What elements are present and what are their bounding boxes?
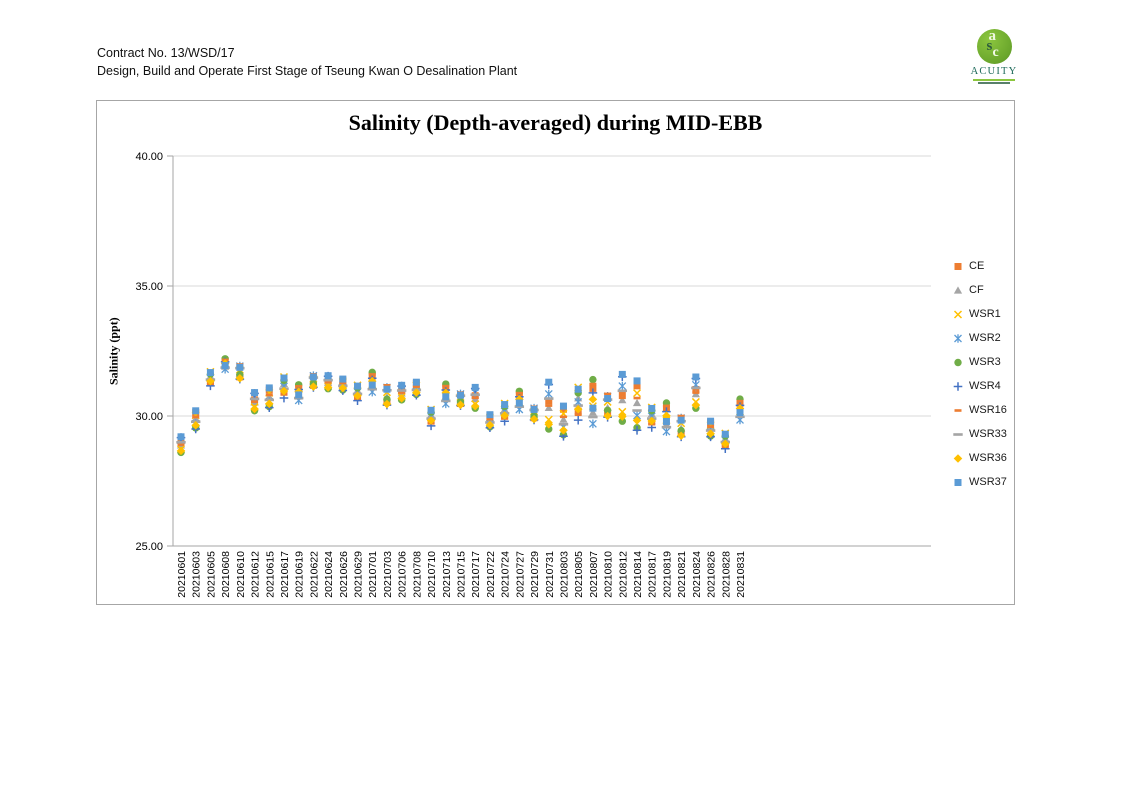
legend-item-wsr1: WSR1	[951, 302, 1007, 326]
x-tick-label: 20210828	[720, 551, 732, 598]
x-tick-label: 20210708	[411, 551, 423, 598]
legend-item-wsr4: WSR4	[951, 374, 1007, 398]
chart-title: Salinity (Depth-averaged) during MID-EBB	[348, 110, 763, 135]
page-header: Contract No. 13/WSD/17 Design, Build and…	[97, 44, 517, 80]
legend-label: WSR36	[969, 452, 1007, 464]
x-tick-label: 20210713	[441, 551, 453, 598]
project-title: Design, Build and Operate First Stage of…	[97, 64, 518, 78]
x-tick-label: 20210701	[367, 551, 379, 598]
x-tick-label: 20210807	[588, 551, 600, 598]
x-tick-label: 20210727	[514, 551, 526, 598]
legend-item-wsr16: WSR16	[951, 398, 1007, 422]
x-tick-label: 20210624	[323, 551, 335, 598]
legend-marker-icon	[954, 478, 962, 486]
salinity-chart: Salinity (Depth-averaged) during MID-EBB…	[96, 100, 1015, 605]
x-tick-label: 20210626	[338, 551, 350, 598]
x-tick-label: 20210615	[264, 551, 276, 598]
legend-label: WSR1	[969, 308, 1001, 320]
x-tick-label: 20210617	[279, 551, 291, 598]
contract-number: Contract No. 13/WSD/17	[97, 46, 235, 60]
x-tick-label: 20210703	[382, 551, 394, 598]
x-tick-label: 20210831	[735, 551, 747, 598]
legend-item-wsr33: WSR33	[951, 422, 1007, 446]
x-tick-label: 20210824	[691, 551, 703, 598]
x-tick-label: 20210610	[235, 551, 247, 598]
logo-monogram-icon: a s c	[976, 28, 1012, 64]
x-tick-label: 20210810	[603, 551, 615, 598]
legend-label: WSR37	[969, 476, 1007, 488]
legend-label: WSR3	[969, 356, 1001, 368]
x-tick-label: 20210814	[632, 551, 644, 598]
svg-text:25.00: 25.00	[135, 541, 163, 553]
x-tick-label: 20210724	[500, 551, 512, 598]
legend-marker-icon	[954, 408, 962, 412]
legend-item-wsr3: WSR3	[951, 350, 1007, 374]
x-tick-label: 20210601	[176, 551, 188, 598]
legend-label: CF	[969, 284, 984, 296]
svg-text:40.00: 40.00	[135, 151, 163, 163]
legend-item-wsr36: WSR36	[951, 446, 1007, 470]
legend-marker-icon	[954, 358, 962, 366]
x-tick-label: 20210722	[485, 551, 497, 598]
x-tick-label: 20210821	[676, 551, 688, 598]
chart-legend: CE CF WSR1 WSR2 WSR3 WSR4 WSR16 WSR33 WSR36 WSR37	[951, 254, 1007, 494]
x-tick-label: 20210612	[250, 551, 262, 598]
logo-tagline-line	[973, 79, 1015, 81]
x-tick-label: 20210715	[456, 551, 468, 598]
x-tick-label: 20210605	[205, 551, 217, 598]
legend-label: WSR4	[969, 380, 1001, 392]
x-tick-label: 20210826	[706, 551, 718, 598]
legend-marker-icon	[953, 381, 963, 391]
x-tick-label: 20210819	[661, 551, 673, 598]
legend-label: WSR33	[969, 428, 1007, 440]
x-tick-label: 20210729	[529, 551, 541, 598]
x-tick-label: 20210622	[308, 551, 320, 598]
x-tick-label: 20210710	[426, 551, 438, 598]
legend-marker-icon	[954, 333, 962, 343]
x-tick-label: 20210805	[573, 551, 585, 598]
x-tick-label: 20210717	[470, 551, 482, 598]
logo-tagline-line	[978, 82, 1010, 84]
x-tick-label: 20210803	[558, 551, 570, 598]
legend-item-cf: CF	[951, 278, 1007, 302]
legend-label: CE	[969, 260, 985, 272]
svg-text:30.00: 30.00	[135, 411, 163, 423]
company-logo: a s c ACUITY	[969, 28, 1019, 84]
x-tick-label: 20210817	[647, 551, 659, 598]
x-tick-label: 20210603	[191, 551, 203, 598]
x-tick-label: 20210619	[294, 551, 306, 598]
legend-item-wsr2: WSR2	[951, 326, 1007, 350]
x-tick-label: 20210812	[617, 551, 629, 598]
legend-marker-icon	[954, 262, 962, 270]
legend-marker-icon	[953, 309, 963, 319]
x-tick-label: 20210608	[220, 551, 232, 598]
legend-label: WSR16	[969, 404, 1007, 416]
svg-text:35.00: 35.00	[135, 281, 163, 293]
logo-company-name: ACUITY	[970, 66, 1018, 77]
legend-marker-icon	[953, 453, 963, 463]
legend-item-ce: CE	[951, 254, 1007, 278]
legend-item-wsr37: WSR37	[951, 470, 1007, 494]
legend-marker-icon	[953, 432, 963, 436]
x-tick-label: 20210629	[353, 551, 365, 598]
x-tick-label: 20210706	[397, 551, 409, 598]
legend-marker-icon	[953, 285, 963, 294]
x-tick-label: 20210731	[544, 551, 556, 598]
legend-label: WSR2	[969, 332, 1001, 344]
